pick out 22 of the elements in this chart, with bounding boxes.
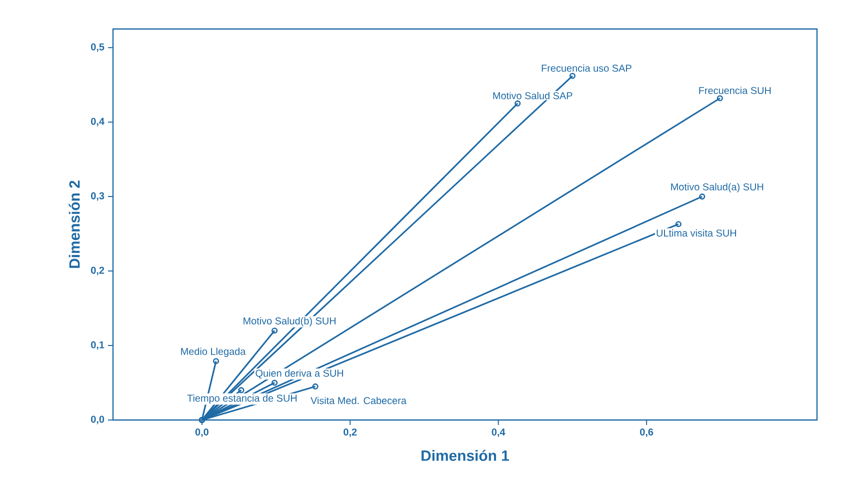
- x-tick-label: 0,2: [344, 428, 357, 438]
- y-axis-title: Dimensión 2: [68, 180, 80, 268]
- y-tick-label: 0,0: [91, 416, 104, 424]
- series-label: Visita Med. Cabecera: [310, 396, 406, 404]
- series-label: ULtima visita SUH: [656, 229, 736, 237]
- y-tick-label: 0,3: [91, 192, 104, 201]
- y-tick-label: 0,1: [91, 341, 104, 350]
- series-label: Motivo Salud SAP: [493, 92, 572, 100]
- x-axis-title: Dimensión 1: [422, 450, 509, 461]
- series-label: Medio Llegada: [181, 348, 246, 357]
- series-label: Motivo Salud(a) SUH: [671, 183, 764, 192]
- x-tick-label: 0,4: [492, 428, 506, 438]
- series-label: Quien deriva a SUH: [256, 369, 344, 379]
- y-tick-label: 0,2: [91, 266, 104, 276]
- x-tick-label: 0,0: [195, 428, 208, 438]
- y-tick-label: 0,5: [91, 43, 104, 52]
- x-tick-label: 0,6: [640, 428, 654, 438]
- series-label: Motivo Salud(b) SUH: [244, 317, 336, 326]
- series-label: Frecuencia SUH: [699, 86, 771, 94]
- series-label: Tiempo estancia de SUH: [187, 394, 297, 404]
- series-label: Frecuencia uso SAP: [542, 64, 632, 72]
- y-tick-label: 0,4: [91, 118, 104, 126]
